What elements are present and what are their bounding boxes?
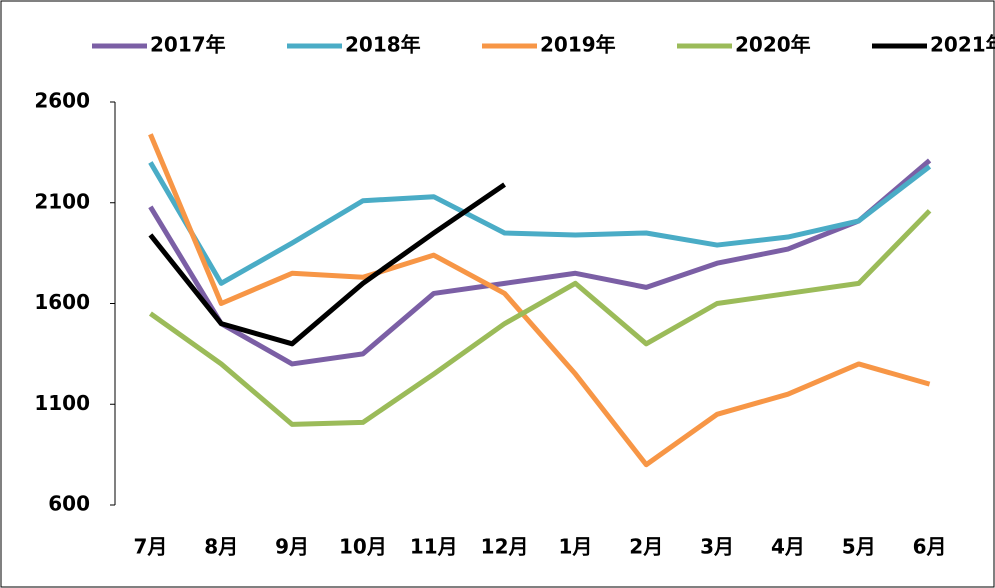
y-tick-label: 1100 (34, 391, 90, 415)
line-series (148, 209, 932, 427)
x-tick-label: 4月 (771, 535, 805, 559)
legend-label: 2020年 (735, 33, 811, 57)
legend-label: 2021年 (930, 33, 995, 57)
x-tick-label: 8月 (204, 535, 238, 559)
x-tick-label: 7月 (133, 535, 167, 559)
y-tick-label: 2100 (34, 189, 90, 213)
x-tick-label: 2月 (629, 535, 663, 559)
legend-label: 2019年 (540, 33, 616, 57)
x-tick-label: 1月 (558, 535, 592, 559)
line-series (148, 161, 932, 286)
x-tick-label: 5月 (842, 535, 876, 559)
legend-label: 2018年 (345, 33, 421, 57)
line-series (148, 158, 932, 367)
line-series (148, 133, 931, 468)
y-tick-label: 1600 (34, 290, 90, 314)
x-tick-label: 3月 (700, 535, 734, 559)
y-tick-label: 2600 (34, 89, 90, 113)
x-tick-label: 12月 (481, 535, 529, 559)
line-series (148, 182, 506, 347)
y-tick-label: 600 (48, 492, 90, 516)
x-tick-label: 6月 (913, 535, 947, 559)
legend-label: 2017年 (150, 33, 226, 57)
x-tick-label: 10月 (339, 535, 387, 559)
x-tick-label: 9月 (275, 535, 309, 559)
x-tick-label: 11月 (410, 535, 458, 559)
